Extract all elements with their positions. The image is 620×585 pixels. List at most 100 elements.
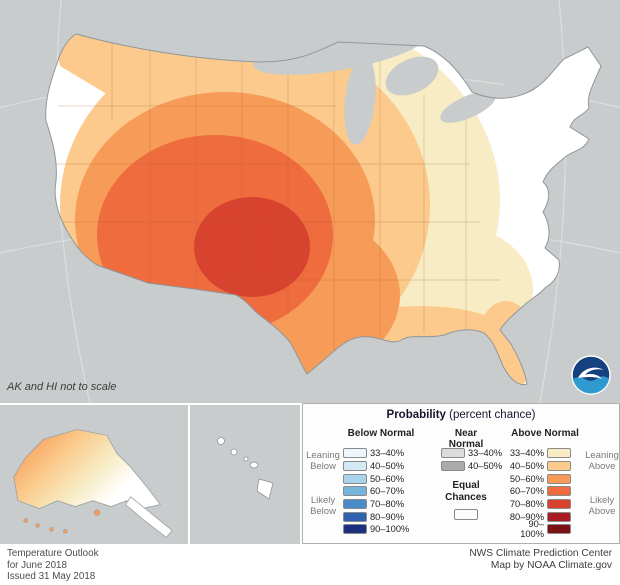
below-normal-row: 50–60% [343,473,412,484]
below-normal-swatch [343,486,367,497]
above-normal-row: 80–90% [503,511,571,522]
near-normal-range-label: 33–40% [468,448,503,459]
aleutian-islands [23,509,101,534]
near-normal-swatch [441,460,465,471]
legend-title-rest: (percent chance) [445,409,536,421]
alaska-inset [0,403,190,544]
near-normal-row: 33–40% [441,448,505,459]
below-normal-swatch [343,511,367,522]
near-normal-row: 40–50% [441,460,505,472]
below-normal-range-label: 90–100% [370,524,410,535]
hawaii-islands [217,437,274,500]
below-normal-swatch [343,460,367,471]
near-normal-range-label: 40–50% [468,460,503,471]
equal-chances-swatch [454,509,478,520]
below-normal-swatch [343,499,367,509]
above-normal-range-label: 33–40% [509,448,544,459]
below-normal-row: 60–70% [343,486,412,497]
conus-outline [45,33,602,386]
below-normal-scale: 33–40% 40–50% 50–60% 60–70% 70–80% 80–90% 90–1… [343,448,412,535]
below-normal-row: 40–50% [343,460,412,472]
legend-title-bold: Probability [386,409,446,421]
below-normal-range-label: 70–80% [370,499,405,509]
above-normal-swatch [547,460,571,471]
above-normal-range-label: 40–50% [509,460,544,471]
footer: Temperature Outlook for June 2018 Issued… [0,544,620,585]
below-normal-row: 90–100% [343,524,412,535]
above-normal-row: 60–70% [503,486,571,497]
above-normal-scale: 33–40% 40–50% 50–60% 60–70% 70–80% 80–90% 90–1… [503,448,571,539]
equal-chances-label-line2: Chances [445,491,487,503]
map-note: AK and HI not to scale [7,381,117,393]
conus-map-svg [0,25,620,386]
above-normal-header: Above Normal [511,428,579,439]
bottom-band: Probability (percent chance) Below Norma… [0,403,620,544]
lake-huron [385,56,439,96]
above-70-80-region [194,197,310,297]
footer-caption-line1: Temperature Outlook [7,548,99,559]
noaa-logo-wave [572,376,610,394]
alaska-panhandle [125,496,173,538]
footer-credit-line1: NWS Climate Prediction Center [469,548,612,559]
above-normal-range-label: 90–100% [520,519,544,540]
state-boundaries [52,34,500,350]
above-normal-range-label: 50–60% [509,473,544,484]
above-normal-row: 70–80% [503,499,571,510]
below-normal-range-label: 33–40% [370,448,405,459]
near-normal-scale: 33–40% 40–50% [441,448,505,471]
above-normal-swatch [547,473,571,484]
above-normal-row: 90–100% [503,519,571,539]
below-normal-swatch [343,524,367,535]
above-normal-range-label: 60–70% [509,486,544,497]
footer-credit-line2: Map by NOAA Climate.gov [490,560,612,572]
hawaii-inset [190,403,302,544]
below-normal-swatch [343,473,367,484]
above-normal-range-label: 70–80% [509,499,544,509]
legend-title: Probability (percent chance) [303,409,619,421]
great-lakes [253,25,540,145]
lake-ontario [496,78,540,98]
below-normal-header: Below Normal [347,428,415,439]
near-normal-header: Near Normal [437,428,495,450]
above-normal-swatch [547,448,571,459]
near-normal-header-line1: Near [454,428,478,439]
alaska-map-svg [13,429,173,538]
below-normal-swatch [343,448,367,459]
hawaii-map-svg [217,437,274,500]
lake-superior [253,25,427,75]
lake-michigan [344,55,376,145]
leaning-above-label: Leaning Above [585,450,619,472]
below-normal-range-label: 50–60% [370,473,405,484]
noaa-logo-svg [571,355,611,395]
above-normal-row: 33–40% [503,448,571,459]
equal-chances-block: Equal Chances [437,480,495,525]
equal-chances-label-line1: Equal [452,480,480,491]
leaning-below-label: Leaning Below [306,450,340,472]
footer-caption: Temperature Outlook for June 2018 Issued… [7,548,98,585]
above-normal-swatch [547,499,571,509]
footer-caption-line2: for June 2018 [7,559,67,571]
above-normal-swatch [547,511,571,522]
near-normal-swatch [441,448,465,459]
likely-above-label: Likely Above [588,495,616,517]
below-normal-row: 33–40% [343,448,412,459]
likely-below-label: Likely Below [310,495,336,517]
above-normal-swatch [547,524,571,535]
map-area: AK and HI not to scale [0,0,620,403]
noaa-logo-icon [571,355,611,395]
lake-erie [440,91,496,123]
alaska-mainland [13,429,161,510]
footer-caption-line3: Issued 31 May 2018 [7,571,96,583]
below-normal-range-label: 40–50% [370,460,405,471]
below-normal-row: 70–80% [343,499,412,510]
below-normal-range-label: 60–70% [370,486,405,497]
footer-credit: NWS Climate Prediction Center Map by NOA… [469,548,612,585]
probability-legend: Probability (percent chance) Below Norma… [302,403,620,544]
noaa-seagull [578,367,604,379]
near-normal-header-line2: Normal [448,439,484,450]
above-normal-range-label: 80–90% [509,511,544,522]
above-normal-swatch [547,486,571,497]
above-normal-row: 40–50% [503,460,571,472]
above-normal-row: 50–60% [503,473,571,484]
